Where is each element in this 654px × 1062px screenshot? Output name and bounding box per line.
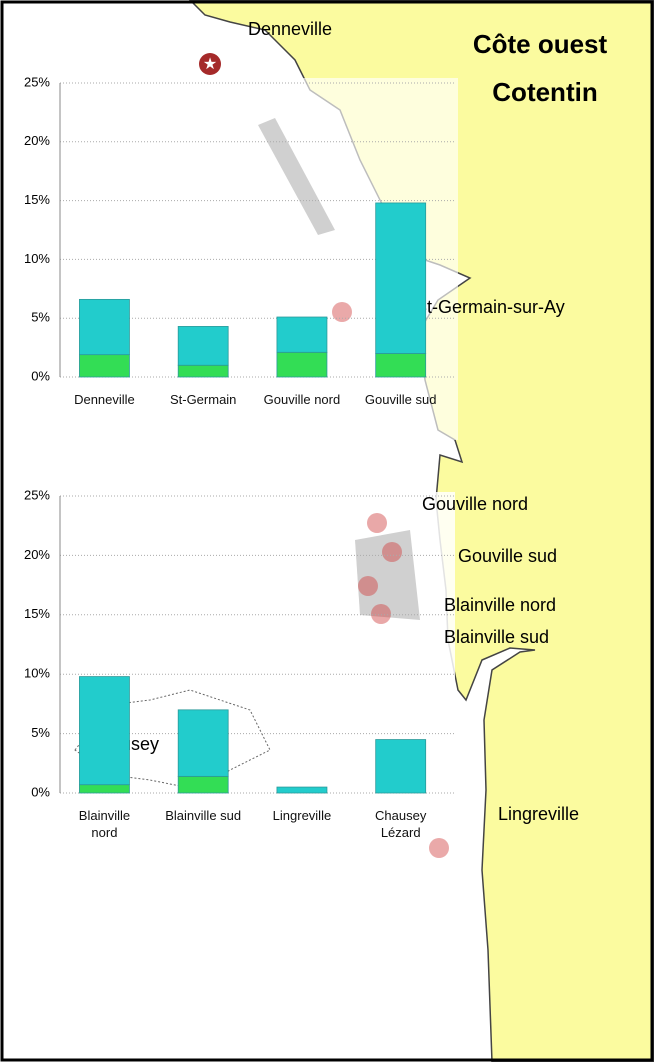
y-tick-label: 0% — [31, 368, 50, 383]
bar-segment — [177, 775, 229, 794]
y-tick-label: 15% — [24, 606, 50, 621]
area — [258, 118, 335, 235]
site-star: ★ — [199, 53, 221, 75]
y-tick-label: 20% — [24, 547, 50, 562]
x-tick-label: Gouville sud — [364, 392, 437, 407]
y-tick-label: 5% — [31, 310, 50, 325]
y-tick-label: 5% — [31, 725, 50, 740]
map-title: Côte ouest — [473, 29, 608, 59]
place-label: Lingreville — [498, 804, 579, 824]
bar-segment — [79, 676, 130, 786]
place-label: Denneville — [248, 19, 332, 39]
bar-segment — [177, 709, 229, 777]
x-tick-label: Denneville — [74, 392, 135, 407]
area — [355, 530, 420, 620]
place-label: Blainville sud — [444, 627, 549, 647]
y-tick-label: 25% — [24, 487, 50, 502]
bar-segment — [375, 739, 427, 794]
bar-segment — [79, 354, 130, 378]
bar-segment — [79, 784, 130, 794]
place-label: Gouville nord — [422, 494, 528, 514]
bar-segment — [276, 316, 328, 353]
y-tick-label: 15% — [24, 192, 50, 207]
place-label: Gouville sud — [458, 546, 557, 566]
x-tick-label: Blainville sud — [165, 808, 242, 823]
bar-segment — [276, 786, 328, 794]
bar-segment — [276, 351, 328, 378]
bar-segment — [375, 353, 427, 378]
map-title: Cotentin — [492, 77, 597, 107]
x-tick-label: Lingreville — [272, 808, 332, 823]
y-tick-label: 20% — [24, 133, 50, 148]
site-star — [332, 302, 449, 858]
bar-segment — [79, 298, 130, 356]
x-tick-label: Gouville nord — [263, 392, 341, 407]
svg-text:★: ★ — [203, 56, 217, 73]
bar-segment — [375, 202, 427, 354]
x-tick-label: Blainville nord — [78, 808, 131, 840]
y-tick-label: 10% — [24, 666, 50, 681]
place-label: St-Germain-sur-Ay — [415, 297, 565, 317]
y-tick-label: 0% — [31, 784, 50, 799]
bar-segment — [177, 364, 229, 378]
y-tick-label: 10% — [24, 251, 50, 266]
x-tick-label: St-Germain — [169, 392, 237, 407]
y-tick-label: 25% — [24, 74, 50, 89]
x-tick-label: Chausey Lézard — [375, 808, 427, 840]
bar-segment — [177, 326, 229, 366]
place-label: Blainville nord — [444, 595, 556, 615]
